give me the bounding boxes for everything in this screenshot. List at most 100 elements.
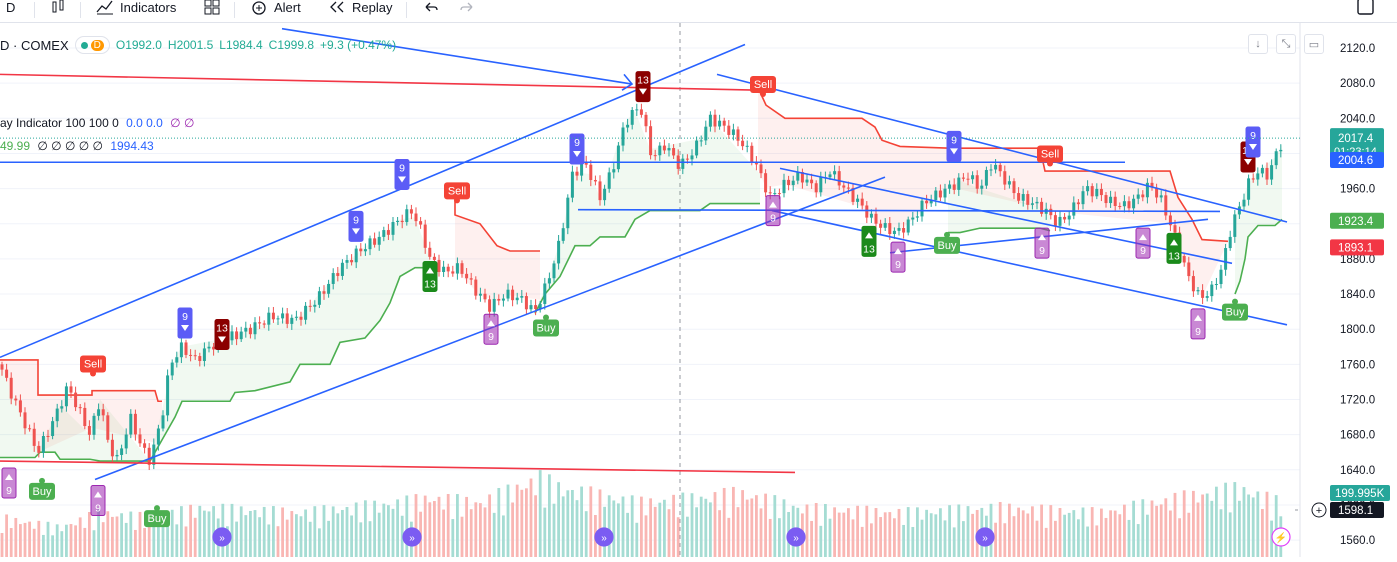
candle-body	[1247, 178, 1251, 200]
symbol-name[interactable]: D · COMEX	[0, 37, 69, 53]
replay-button[interactable]: Replay	[328, 0, 392, 17]
candle-body	[460, 263, 464, 274]
collapse-button[interactable]: ⤡	[1276, 34, 1296, 54]
volume-bar	[189, 504, 192, 557]
indicators-button[interactable]: Indicators	[96, 0, 176, 17]
volume-bar	[1109, 510, 1112, 557]
volume-bar	[833, 507, 836, 557]
candle-body	[97, 409, 101, 416]
volume-bar	[322, 505, 326, 557]
volume-bar	[120, 513, 123, 557]
count-marker-label: 9	[1195, 326, 1201, 338]
candle-body	[667, 148, 671, 151]
candle-body	[432, 256, 436, 260]
indicator1-values: 0.0 0.0	[126, 116, 163, 130]
candle-body	[948, 184, 952, 189]
candle-body	[869, 213, 873, 218]
buy-dot	[944, 231, 950, 238]
event-icon	[975, 527, 995, 547]
buy-label-box	[934, 236, 960, 254]
volume-bar	[552, 503, 556, 557]
interval-button[interactable]: D	[6, 0, 15, 17]
volume-bar	[281, 507, 284, 557]
indicators-icon	[96, 0, 113, 15]
candle-body	[1159, 195, 1163, 198]
sell-label-box	[750, 76, 776, 94]
volume-bar	[442, 509, 445, 557]
candle-body	[529, 305, 533, 310]
undo-icon	[425, 2, 438, 12]
volume-bar	[860, 526, 864, 557]
candle-body	[281, 313, 285, 319]
indicator-legend-1[interactable]: ay Indicator 100 100 0 0.0 0.0 ∅ ∅	[0, 116, 194, 130]
count-marker-box	[1245, 126, 1261, 158]
layouts-button[interactable]	[204, 0, 220, 17]
volume-bar	[874, 508, 878, 557]
volume-bar	[290, 511, 294, 557]
candle-body	[658, 145, 662, 156]
ohlc-high: H2001.5	[167, 38, 214, 52]
volume-bar	[543, 507, 547, 557]
candle-body	[267, 312, 271, 325]
indicator-legend-2[interactable]: 49.99 ∅ ∅ ∅ ∅ ∅ 1994.43	[0, 139, 154, 153]
candle-body	[952, 184, 956, 190]
candle-body	[363, 249, 367, 252]
price-chart[interactable]: 2120.02080.02040.02000.01960.01920.01880…	[0, 23, 1397, 557]
alert-button[interactable]: Alert	[250, 0, 301, 17]
volume-bar	[5, 514, 8, 557]
indicator2-first: 49.99	[0, 139, 31, 153]
candle-body	[41, 435, 45, 453]
count-marker-label: 9	[895, 259, 901, 271]
candle-body	[1099, 188, 1103, 196]
maximize-button[interactable]: ▭	[1304, 34, 1324, 54]
candle-body	[419, 221, 423, 225]
volume-bar	[1150, 500, 1154, 557]
blue-price-label: 2004.6	[1338, 155, 1373, 167]
volume-bar	[1215, 486, 1218, 557]
volume-bar	[644, 515, 648, 557]
ohlc-close: C1999.8	[268, 38, 315, 52]
replay-label: Replay	[352, 0, 393, 15]
candle-body	[1118, 206, 1122, 208]
count-marker-label: 9	[1250, 130, 1256, 142]
redo-button[interactable]	[458, 0, 476, 17]
volume-bar	[92, 530, 96, 557]
y-tick-label: 1720.0	[1340, 395, 1375, 407]
volume-bar	[690, 493, 694, 557]
candle-body	[888, 223, 892, 235]
supertrend-up-fill	[1235, 144, 1282, 295]
candle-body	[800, 172, 804, 183]
toolbar-divider	[234, 2, 235, 18]
candle-body	[593, 179, 597, 182]
count-marker-label: 13	[637, 75, 649, 87]
volume-bar	[1173, 492, 1177, 557]
fullscreen-button[interactable]	[1356, 0, 1376, 17]
volume-bar	[667, 509, 671, 557]
scroll-down-button[interactable]: ↓	[1248, 34, 1268, 54]
chart-area[interactable]: 2120.02080.02040.02000.01960.01920.01880…	[0, 23, 1397, 557]
candle-body	[1076, 202, 1080, 205]
volume-bar	[258, 517, 261, 557]
volume-bar	[888, 512, 892, 557]
undo-button[interactable]	[422, 0, 440, 17]
crosshair-price-box	[1330, 502, 1384, 518]
count-marker-label: 9	[95, 503, 101, 515]
candle-body	[741, 140, 745, 147]
volume-bar	[377, 512, 381, 557]
candle-body	[543, 283, 547, 304]
chart-style-button[interactable]	[50, 0, 66, 17]
candle-body	[492, 298, 496, 312]
candle-body	[782, 179, 786, 194]
volume-bar	[230, 503, 234, 557]
volume-bar	[1210, 500, 1214, 557]
volume-bar	[368, 521, 372, 557]
candle-body	[1122, 201, 1126, 207]
volume-bar	[755, 495, 758, 557]
volume-bar	[962, 521, 965, 557]
candle-body	[23, 412, 27, 429]
volume-bar	[934, 514, 938, 557]
candle-body	[644, 114, 648, 127]
volume-bar	[276, 526, 280, 557]
candle-body	[423, 224, 427, 248]
candle-body	[520, 296, 524, 298]
